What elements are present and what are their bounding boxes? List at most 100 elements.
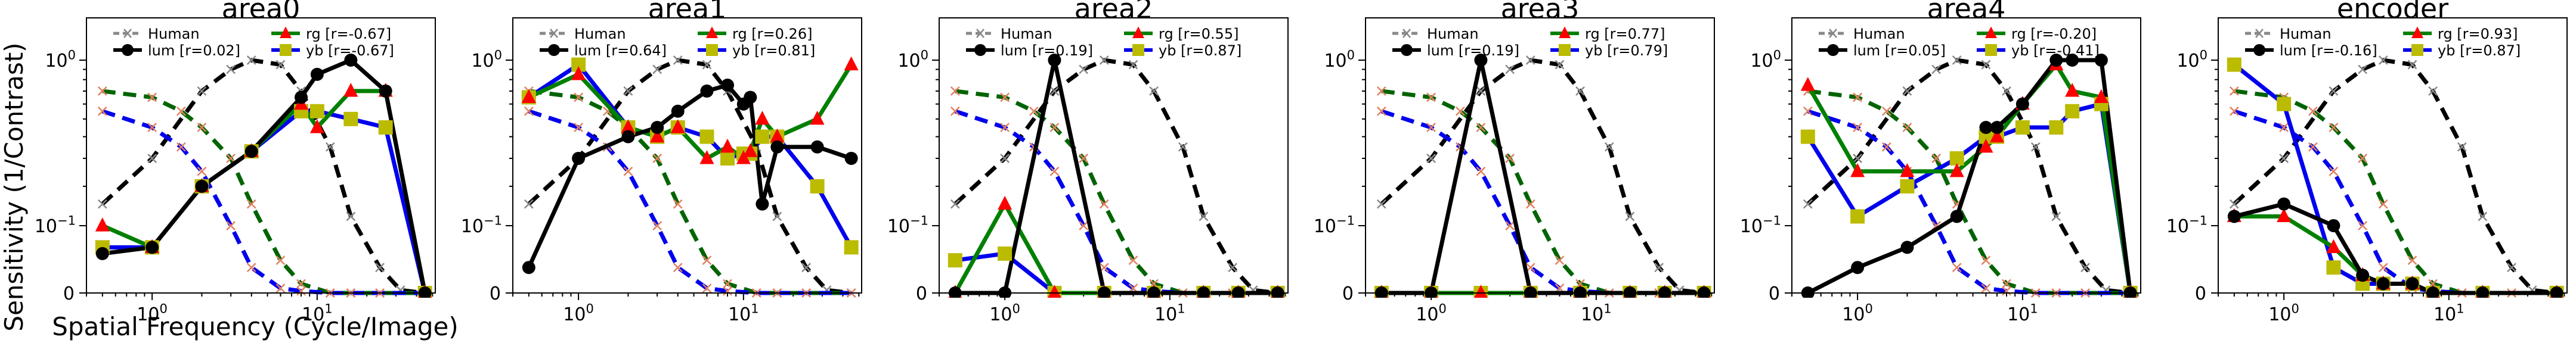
lum-point: [1900, 241, 1914, 254]
legend-swatch-marker: [976, 29, 984, 38]
legend-swatch-marker: [1132, 44, 1144, 56]
human-rg-point: [702, 255, 712, 266]
yb-point: [844, 240, 859, 255]
rg-point: [1474, 285, 1488, 298]
human-lum-point: [1931, 64, 1942, 74]
human-yb-point: [1376, 106, 1386, 116]
legend-label: rg [r=0.26]: [732, 26, 812, 42]
x-tick-label: 100: [989, 301, 1020, 325]
yb-point: [699, 129, 714, 144]
panel-title: area1: [648, 0, 727, 25]
human-rg-point: [2407, 255, 2417, 266]
human-lum-point: [2478, 211, 2488, 222]
human-lum-point: [1376, 199, 1386, 209]
lum-point: [998, 286, 1012, 298]
human-yb-point: [2308, 142, 2318, 152]
human-rg-point: [1853, 92, 1863, 102]
lum-point: [651, 121, 664, 135]
human-yb-point: [702, 283, 712, 293]
legend-label: rg [r=-0.20]: [2011, 26, 2097, 42]
legend-item-rg: rg [r=0.77]: [1550, 26, 1665, 42]
plot-frame: [86, 17, 436, 294]
human-rg-curve: [1381, 89, 1704, 295]
y-tick-label: 100: [1324, 48, 1355, 71]
human-yb-point: [1853, 123, 1863, 132]
legend-label: rg [r=0.93]: [2438, 26, 2518, 42]
human-lum-point: [702, 60, 712, 70]
x-tick-label: 101: [1581, 301, 1612, 325]
legend-label: rg [r=0.77]: [1585, 26, 1665, 42]
y-tick-label: 0: [63, 283, 75, 304]
y-tick-label: 0: [2195, 283, 2206, 304]
yb-point: [2049, 120, 2064, 135]
human-lum-point: [1049, 86, 1060, 96]
human-rg-point: [723, 279, 732, 289]
human-lum-point: [2428, 86, 2438, 96]
human-lum-point: [2358, 64, 2368, 74]
rg-point: [770, 128, 785, 143]
lum-point: [2550, 286, 2563, 298]
human-rg-point: [2229, 86, 2239, 96]
lum-point: [744, 91, 757, 104]
lum-point: [1271, 286, 1284, 298]
human-yb-point: [574, 123, 584, 132]
lum-point: [844, 151, 858, 165]
rg-point: [650, 128, 665, 143]
human-lum-point: [226, 64, 236, 74]
y-tick-label: 10−1: [35, 213, 76, 237]
human-yb-point: [176, 142, 186, 152]
human-lum-point: [1178, 142, 1188, 152]
lum-point: [1147, 286, 1161, 298]
lum-point: [1197, 286, 1210, 298]
human-rg-point: [1128, 255, 1138, 266]
yb-point: [720, 151, 735, 166]
human-yb-point: [1981, 283, 1991, 293]
lum-point: [95, 247, 109, 260]
legend-swatch-marker: [2253, 44, 2265, 56]
human-lum-point: [652, 64, 662, 74]
panel-title: area0: [222, 0, 301, 25]
lum-point: [572, 151, 586, 165]
lum-point: [2476, 286, 2490, 298]
legend-label: rg [r=-0.67]: [306, 26, 391, 42]
legend-label: lum [r=0.19]: [1427, 42, 1519, 59]
legend-item-lum: lum [r=-0.16]: [2245, 42, 2377, 59]
human-rg-point: [1099, 199, 1109, 209]
human-rg-point: [1555, 255, 1565, 266]
rg-point: [521, 89, 536, 104]
human-lum-curve: [1806, 58, 2131, 295]
rg-point: [1949, 163, 1964, 177]
human-yb-point: [2358, 221, 2368, 230]
legend-swatch-marker: [548, 44, 560, 56]
human-yb-point: [2329, 166, 2339, 176]
lum-point: [770, 140, 784, 154]
rg-point: [2065, 83, 2080, 97]
legend-swatch-marker: [1559, 44, 1571, 56]
human-yb-point: [1803, 106, 1813, 116]
yb-point: [378, 120, 393, 135]
human-lum-point: [772, 211, 782, 222]
human-yb-point: [673, 263, 683, 273]
human-rg-curve: [955, 89, 1278, 295]
human-yb-point: [1079, 221, 1089, 230]
legend-swatch-marker: [550, 29, 558, 38]
human-yb-point: [950, 106, 960, 116]
x-tick-label: 100: [1842, 301, 1873, 325]
lum-point: [2123, 286, 2137, 298]
lum-point: [2426, 286, 2440, 298]
human-lum-point: [1625, 211, 1635, 222]
lum-point: [756, 197, 769, 211]
rg-point: [1850, 163, 1865, 177]
rg-point: [810, 111, 825, 125]
legend-item-lum: lum [r=0.64]: [540, 42, 667, 59]
y-axis-label: Sensitivity (1/Contrast): [0, 42, 29, 331]
yb-point: [1900, 179, 1915, 194]
rg-point: [2094, 89, 2109, 104]
